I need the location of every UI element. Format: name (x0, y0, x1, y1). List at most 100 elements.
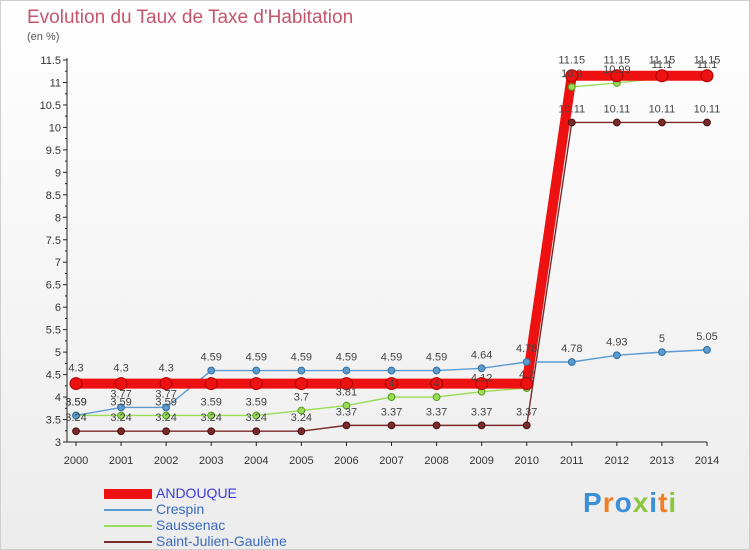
data-label: 4.59 (201, 352, 222, 364)
data-label: 4.64 (471, 349, 492, 361)
y-tick-label: 5.5 (46, 325, 61, 337)
chart-unit: (en %) (27, 31, 60, 43)
data-point (297, 366, 306, 375)
data-point (342, 421, 351, 430)
y-tick-label: 8 (55, 212, 61, 224)
x-tick-label: 2001 (109, 455, 133, 467)
y-tick-label: 11 (50, 77, 61, 89)
data-label: 11.1 (652, 59, 673, 71)
logo-letter: o (614, 487, 633, 518)
data-point (72, 427, 80, 436)
data-point (252, 411, 261, 420)
data-label: 10.11 (649, 103, 676, 115)
data-point (432, 393, 441, 401)
x-tick-label: 2014 (695, 455, 719, 467)
x-tick-label: 2006 (334, 455, 358, 467)
y-tick-label: 6 (55, 302, 61, 314)
data-point (520, 377, 534, 391)
y-tick-label: 10 (49, 122, 61, 134)
data-label: 3.37 (471, 406, 492, 418)
x-tick-label: 2005 (289, 455, 313, 467)
legend-label: Saussenac (156, 517, 226, 533)
x-tick-label: 2002 (154, 455, 178, 467)
y-tick-label: 6.5 (46, 280, 61, 292)
data-point (703, 118, 711, 127)
x-tick-label: 2012 (605, 455, 629, 467)
y-tick-label: 7.5 (46, 235, 61, 247)
data-label: 3.24 (246, 412, 267, 424)
x-tick-label: 2009 (469, 455, 493, 467)
data-label: 10.99 (603, 64, 631, 76)
y-tick-label: 5 (55, 347, 61, 359)
data-label: 3.37 (516, 406, 537, 418)
y-tick-label: 8.5 (46, 190, 61, 202)
y-tick-label: 4 (55, 392, 61, 404)
data-point (339, 377, 353, 391)
data-point (207, 427, 216, 436)
data-point (159, 377, 173, 391)
data-point (432, 421, 441, 430)
data-point (387, 421, 396, 430)
data-label: 3.77 (155, 388, 176, 400)
x-tick-label: 2000 (64, 455, 88, 467)
x-tick-label: 2013 (650, 455, 674, 467)
data-point (703, 345, 711, 354)
y-tick-label: 9.5 (46, 145, 61, 157)
y-tick-label: 3.5 (46, 415, 61, 427)
data-label: 3.37 (336, 406, 357, 418)
data-point (117, 427, 125, 436)
x-tick-label: 2011 (560, 455, 584, 467)
data-label: 11.1 (697, 59, 718, 71)
x-tick-label: 2010 (514, 455, 538, 467)
data-point (567, 83, 576, 91)
data-point (207, 366, 216, 375)
data-label: 4.3 (113, 363, 128, 375)
logo-letter: x (632, 487, 650, 518)
logo-letter: i (668, 487, 678, 518)
data-point (522, 358, 531, 366)
data-point (477, 421, 486, 430)
data-label: 10.11 (603, 103, 630, 115)
data-label: 3.24 (155, 412, 176, 424)
data-label: 3.59 (65, 396, 86, 408)
data-point (700, 69, 714, 83)
data-point (117, 411, 125, 420)
data-point (522, 421, 531, 430)
data-point (69, 377, 83, 391)
data-point (430, 377, 444, 391)
data-label: 3.59 (65, 396, 86, 408)
legend-swatch (104, 525, 152, 527)
proxiti-logo: Proxiti (583, 487, 677, 519)
data-point (565, 69, 579, 83)
data-label: 4.78 (516, 343, 537, 355)
data-label: 4.59 (426, 352, 447, 364)
data-point (385, 377, 398, 391)
data-point (342, 366, 351, 375)
data-label: 3.7 (294, 392, 309, 404)
data-label: 3.81 (336, 387, 357, 399)
logo-letter: r (602, 487, 615, 518)
data-point (72, 411, 80, 420)
legend-swatch (104, 541, 152, 543)
y-tick-label: 4.5 (46, 370, 61, 382)
data-label: 4.3 (158, 363, 173, 375)
data-label: 4.59 (336, 352, 357, 364)
x-tick-label: 2003 (199, 455, 223, 467)
data-point (387, 366, 396, 375)
logo-letter: i (649, 487, 659, 518)
y-tick-label: 11.5 (40, 55, 61, 67)
data-point (612, 118, 621, 127)
data-label: 10.9 (561, 68, 582, 80)
data-point (475, 377, 489, 391)
data-point (387, 393, 396, 401)
data-point (162, 427, 171, 436)
data-label: 10.11 (694, 103, 721, 115)
x-tick-label: 2004 (244, 455, 268, 467)
data-label: 5.05 (696, 331, 717, 343)
legend-swatch (104, 489, 152, 499)
legend-label: ANDOUQUE (156, 485, 237, 501)
data-label: 3.59 (110, 396, 131, 408)
data-label: 4.59 (381, 352, 402, 364)
chart-title: Evolution du Taux de Taxe d'Habitation (27, 7, 354, 28)
legend-swatch (104, 509, 152, 511)
